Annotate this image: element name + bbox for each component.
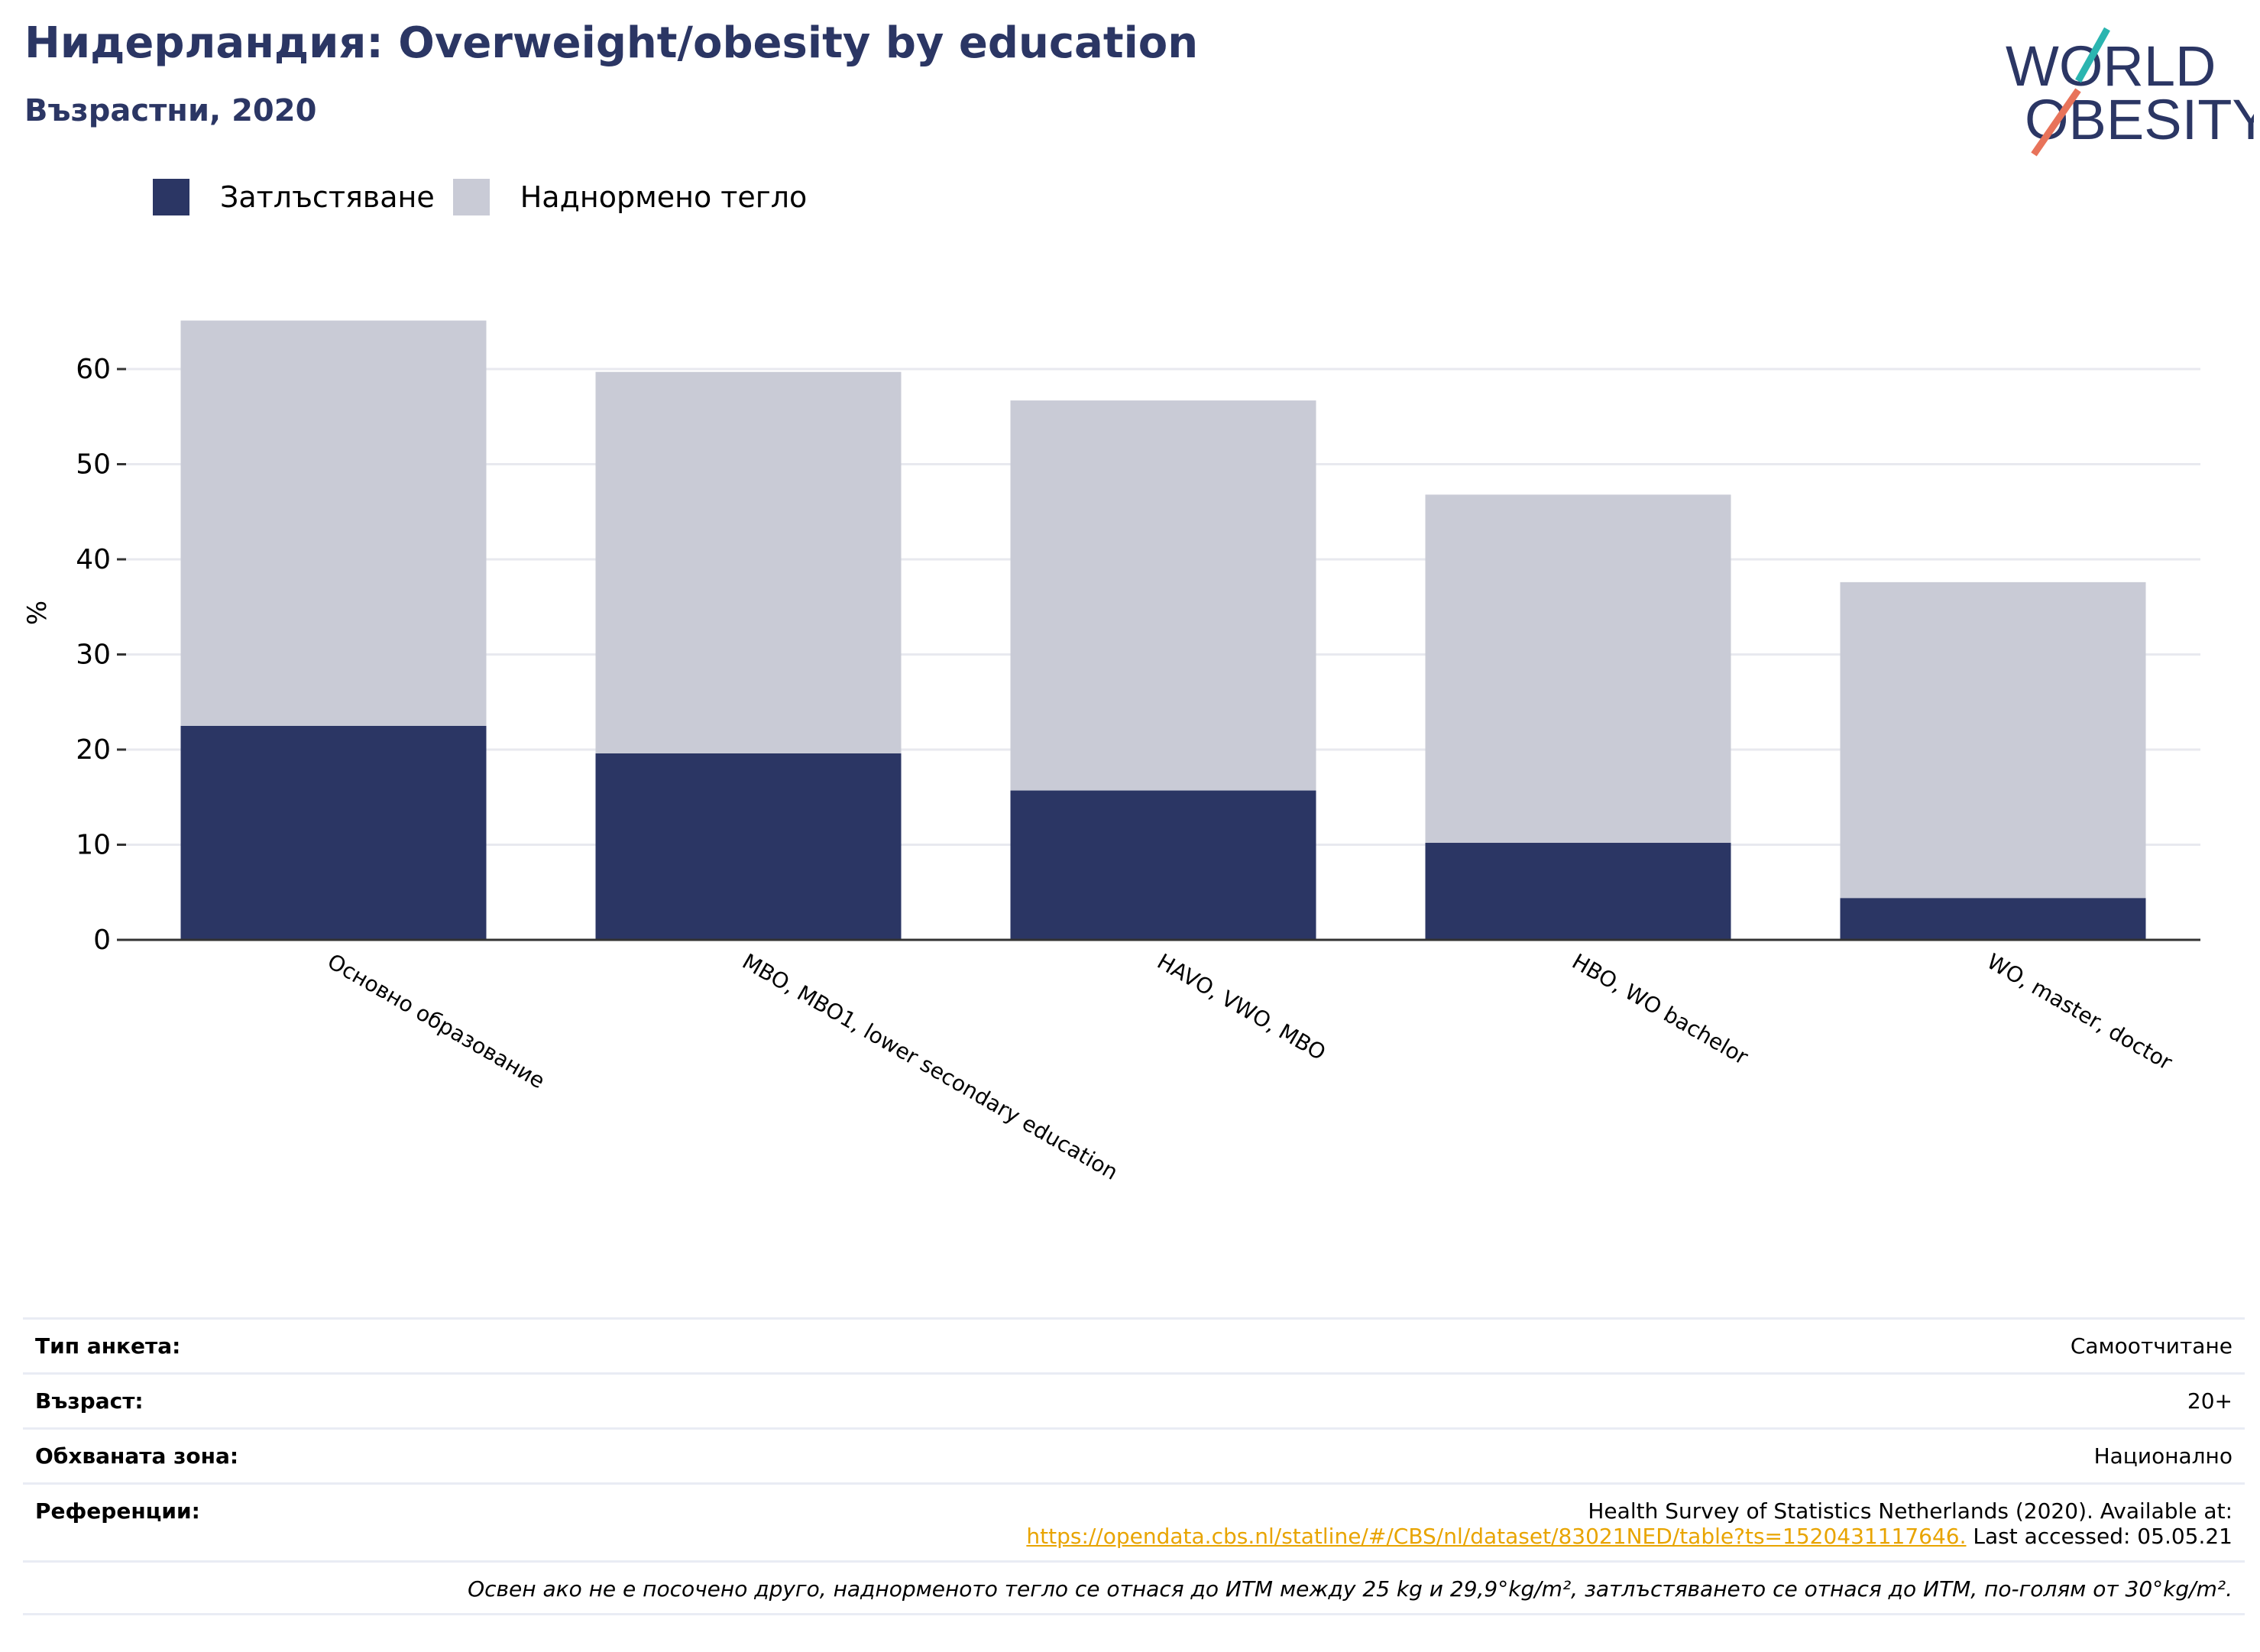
logo-word-obesity: OBESITY [2025,88,2254,151]
info-row-note: Освен ако не е посочено друго, наднормен… [23,1560,2245,1615]
y-tick-label: 20 [76,734,111,766]
x-tick-label: WO, master, doctor [1983,948,2177,1075]
info-row-age: Възраст: 20+ [23,1372,2245,1427]
info-table: Тип анкета: Самоотчитане Възраст: 20+ Об… [23,1317,2245,1615]
chart-legend: Затлъстяване Наднормено тегло [153,177,825,217]
y-tick-label: 50 [76,449,111,481]
page-title: Нидерландия: Overweight/obesity by educa… [24,18,1199,68]
bar-obesity [180,725,487,940]
info-row-area: Обхваната зона: Национално [23,1427,2245,1482]
area-value: Национално [2093,1443,2232,1469]
age-label: Възраст: [35,1388,144,1414]
bar-overweight [180,320,487,726]
area-label: Обхваната зона: [35,1443,239,1469]
y-axis-label: % [22,601,53,625]
y-tick-label: 10 [76,830,111,861]
legend-label-obesity: Затлъстяване [220,180,435,214]
x-tick-label: MBO, MBO1, lower secondary education [738,948,1122,1184]
y-tick-label: 30 [76,640,111,671]
y-tick-label: 0 [93,925,111,956]
bar-overweight [1010,400,1316,791]
references-text: Health Survey of Statistics Netherlands … [1588,1498,2232,1524]
bar-overweight [1840,581,2146,899]
x-tick-label: HBO, WO bachelor [1568,948,1753,1070]
bar-obesity [1010,790,1316,940]
references-value: Health Survey of Statistics Netherlands … [1026,1498,2232,1560]
bar-obesity [595,753,902,940]
legend-item-obesity[interactable]: Затлъстяване [153,179,435,215]
legend-swatch-obesity [153,179,189,215]
logo-word-world: WORLD [2006,34,2216,98]
x-tick-label: HAVO, VWO, MBO [1153,948,1330,1065]
y-tick-label: 60 [76,354,111,385]
survey-type-label: Тип анкета: [35,1333,181,1359]
y-tick-label: 40 [76,544,111,575]
bar-obesity [1425,843,1731,940]
age-value: 20+ [2187,1388,2232,1414]
info-row-survey: Тип анкета: Самоотчитане [23,1317,2245,1372]
references-label: Референции: [35,1498,200,1524]
world-obesity-logo: WORLD OBESITY [2006,27,2254,157]
bar-overweight [1425,494,1731,844]
legend-label-overweight: Наднормено тегло [520,180,808,214]
legend-swatch-overweight [452,179,490,215]
bar-chart: % 0 10 20 30 40 50 60 Основно образование MBO, … [22,320,2200,1185]
info-row-references: Референции: Health Survey of Statistics … [23,1482,2245,1560]
logo-teal-slash [2075,27,2110,83]
x-tick-label: Основно образование [323,948,549,1093]
bar-obesity [1840,898,2146,940]
legend-item-overweight[interactable]: Наднормено тегло [452,179,808,215]
survey-type-value: Самоотчитане [2070,1333,2232,1359]
page-subtitle: Възрастни, 2020 [24,93,317,128]
logo-red-slash [2031,88,2081,157]
definition-note: Освен ако не е посочено друго, наднормен… [468,1576,2232,1602]
references-accessed: Last accessed: 05.05.21 [1966,1524,2232,1549]
references-link[interactable]: https://opendata.cbs.nl/statline/#/CBS/n… [1026,1524,1967,1549]
bar-overweight [595,371,902,753]
